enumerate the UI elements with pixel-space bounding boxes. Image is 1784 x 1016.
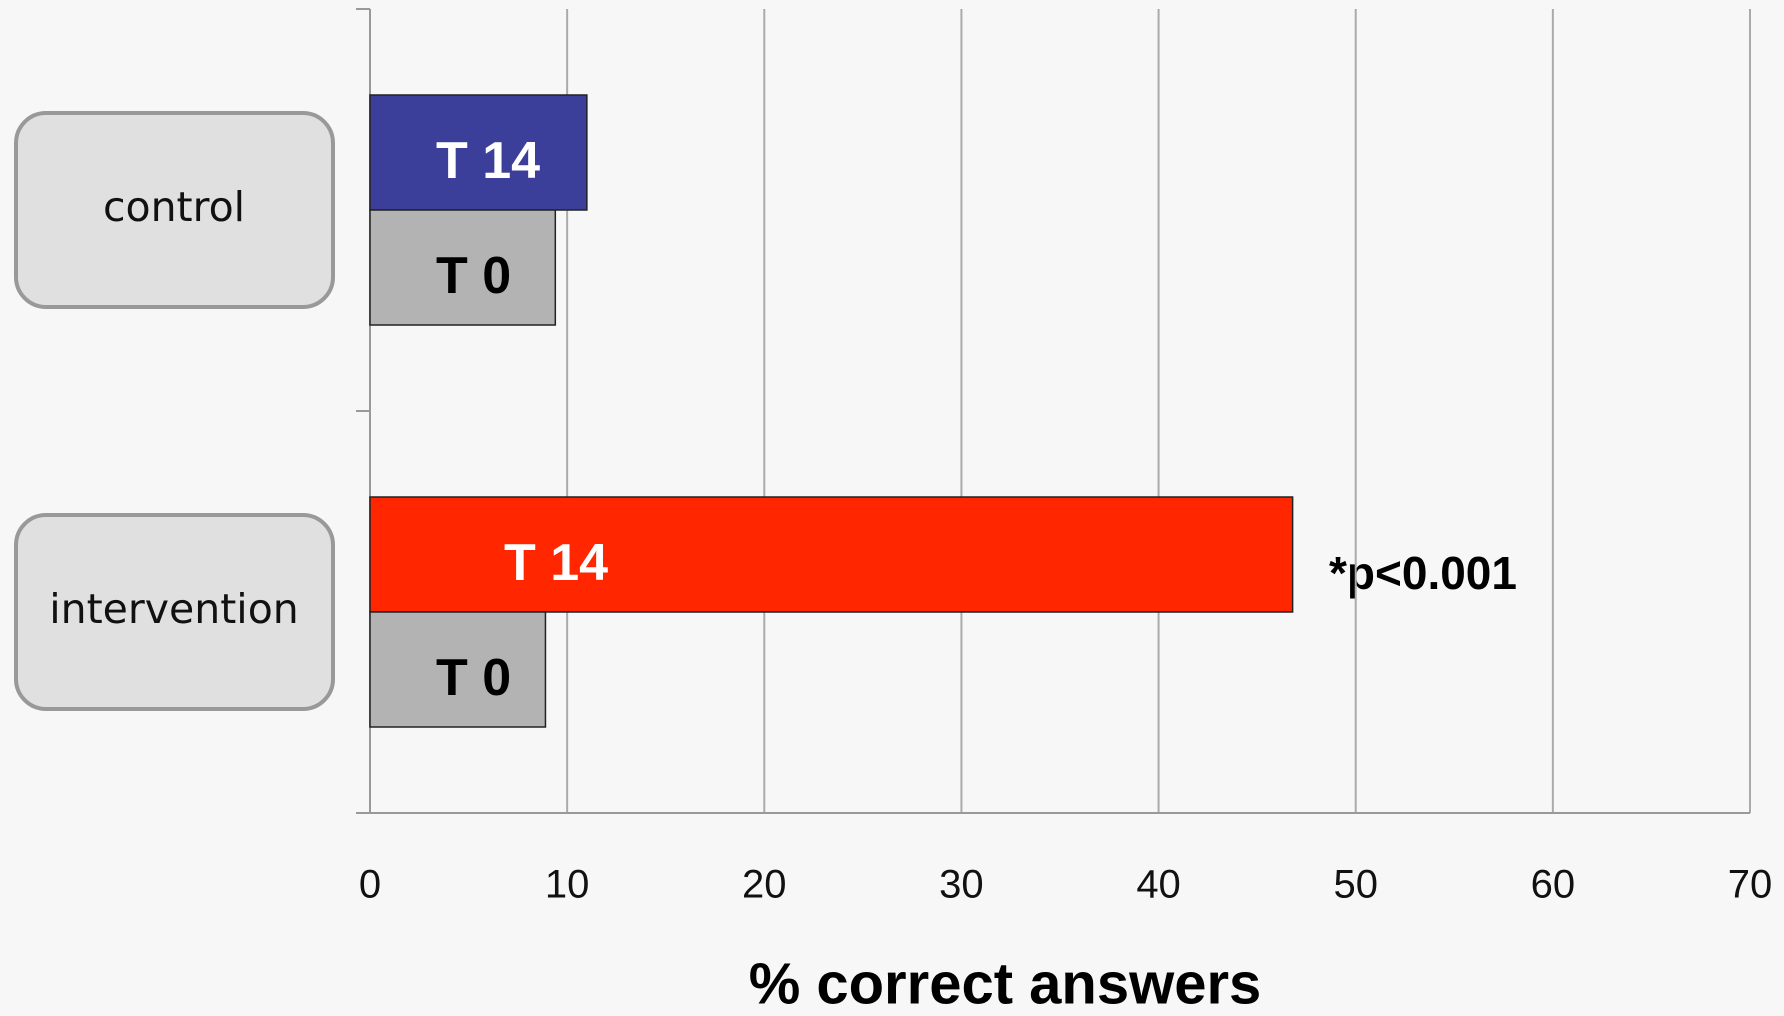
x-tick-label: 50	[1333, 863, 1378, 907]
bar	[369, 611, 547, 728]
x-tick-label: 40	[1136, 863, 1181, 907]
x-tick-label: 70	[1728, 863, 1773, 907]
x-axis-title: % correct answers	[749, 951, 1262, 1016]
category-label: control	[103, 183, 245, 231]
bar-label: T 14	[504, 534, 608, 592]
x-tick-label: 60	[1531, 863, 1576, 907]
category-box	[14, 111, 335, 309]
bar	[369, 496, 1294, 613]
category-label: intervention	[49, 585, 299, 633]
bar-label: T 0	[436, 247, 511, 305]
x-tick-label: 20	[742, 863, 787, 907]
x-tick-label: 0	[359, 863, 381, 907]
bar-label: T 0	[436, 649, 511, 707]
bar	[369, 94, 588, 211]
x-tick-label: 30	[939, 863, 984, 907]
category-box	[14, 513, 335, 711]
bar	[369, 209, 557, 326]
annotation: *p<0.001	[1329, 547, 1517, 599]
x-tick-label: 10	[545, 863, 590, 907]
bar-label: T 14	[436, 132, 540, 190]
